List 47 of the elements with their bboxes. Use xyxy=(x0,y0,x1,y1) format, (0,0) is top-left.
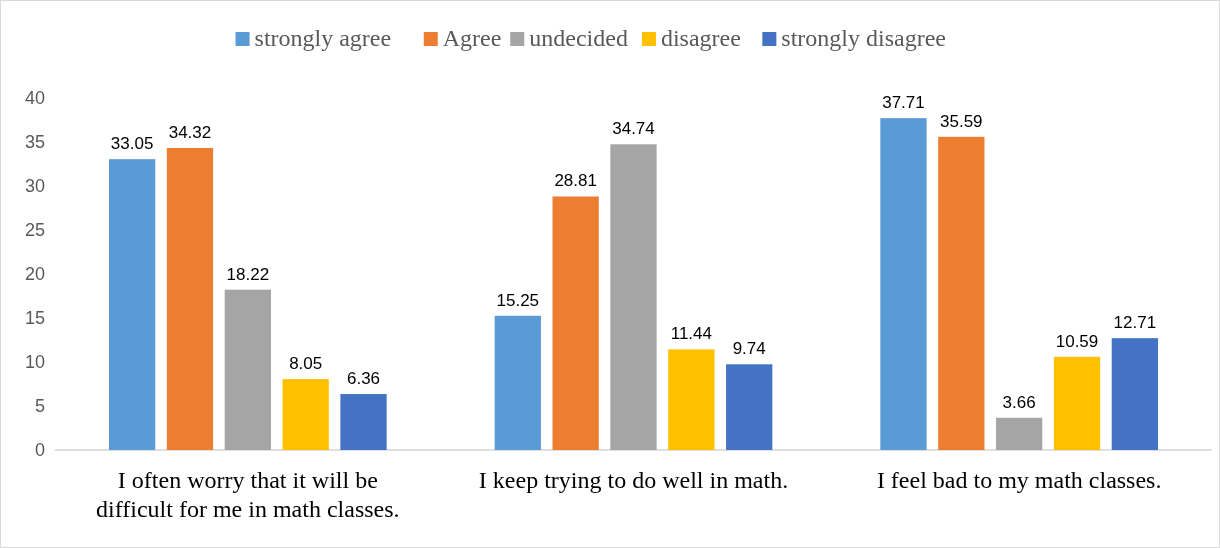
bar xyxy=(996,417,1043,450)
legend-label: disagree xyxy=(660,25,741,51)
bar xyxy=(1111,338,1159,450)
x-tick-label: I feel bad to my math classes. xyxy=(876,467,1162,493)
bar xyxy=(610,144,657,450)
y-tick-label: 10 xyxy=(24,352,45,373)
data-label: 10.59 xyxy=(1055,331,1099,351)
y-tick-label: 0 xyxy=(34,440,45,461)
bar xyxy=(880,118,927,450)
data-label: 15.25 xyxy=(496,290,540,310)
data-label: 34.32 xyxy=(168,122,212,142)
data-label: 3.66 xyxy=(1002,392,1036,412)
bar xyxy=(166,147,214,450)
data-label: 6.36 xyxy=(346,369,381,389)
x-tick-label: I keep trying to do well in math. xyxy=(478,467,789,493)
x-tick-label: I often worry that it will be difficult for me in math classes. xyxy=(96,467,400,522)
data-label: 9.74 xyxy=(732,339,766,359)
y-tick-label: 20 xyxy=(24,264,45,285)
bar xyxy=(726,364,773,450)
data-label: 28.81 xyxy=(554,171,597,191)
bar xyxy=(938,136,985,450)
bar xyxy=(494,315,541,450)
data-label: 34.74 xyxy=(612,119,655,139)
data-label: 12.71 xyxy=(1113,313,1157,333)
data-label: 8.05 xyxy=(289,354,323,374)
y-tick-label: 5 xyxy=(34,396,45,417)
data-label: 18.22 xyxy=(226,264,270,284)
y-tick-label: 30 xyxy=(24,176,45,197)
y-tick-label: 35 xyxy=(24,132,45,153)
bar xyxy=(668,349,715,450)
y-tick-label: 15 xyxy=(24,308,45,329)
legend-label: undecided xyxy=(529,25,628,51)
data-label: 35.59 xyxy=(940,111,983,131)
data-label: 11.44 xyxy=(670,324,712,344)
y-tick-label: 25 xyxy=(24,220,45,241)
bar xyxy=(340,394,387,450)
bar xyxy=(552,196,599,450)
legend-label: Agree xyxy=(442,25,502,51)
bar xyxy=(108,159,156,450)
data-label: 37.71 xyxy=(882,93,925,113)
data-label: 33.05 xyxy=(110,134,154,154)
legend-label: strongly disagree xyxy=(781,25,946,51)
y-tick-label: 40 xyxy=(24,88,45,109)
legend-label: strongly agree xyxy=(254,25,392,51)
bar xyxy=(224,289,271,450)
bar xyxy=(1053,356,1101,450)
bar xyxy=(282,379,329,450)
